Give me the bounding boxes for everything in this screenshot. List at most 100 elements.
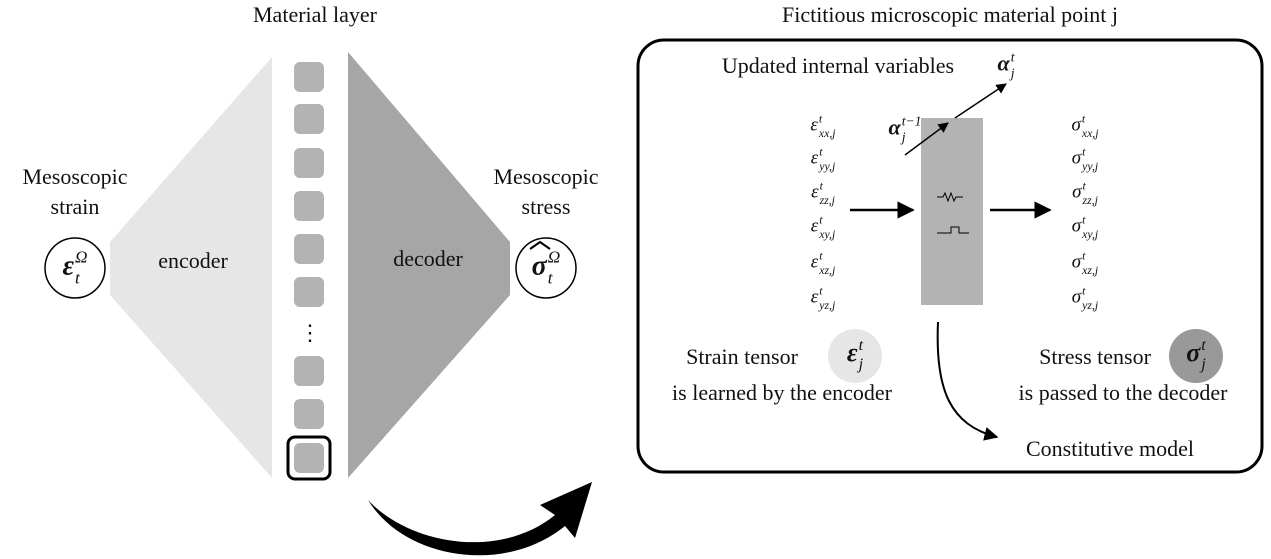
- math-symbol: α tj: [998, 49, 1016, 80]
- math-symbol: σ tzz,j: [1072, 180, 1098, 207]
- model-arrow: [936, 321, 999, 441]
- strain-tensor-circle: [828, 329, 882, 383]
- symbol-base: σ: [1072, 287, 1082, 308]
- symbol-base: ε: [847, 338, 858, 367]
- strain-tensor-label: Strain tensor: [686, 344, 798, 369]
- symbol-sub: t: [548, 268, 554, 287]
- alpha-in-arrow: [904, 122, 949, 156]
- math-symbol: σ txx,j: [1071, 113, 1098, 140]
- symbol-base: σ: [532, 250, 548, 281]
- math-symbol: ε txz,j: [811, 250, 836, 277]
- symbol-sub: yz,j: [818, 299, 835, 312]
- math-symbol: ε tyz,j: [811, 285, 836, 312]
- latent-cell: [294, 148, 324, 178]
- math-symbol: σ txz,j: [1072, 250, 1098, 277]
- symbol-sub: j: [857, 356, 864, 373]
- symbol-sub: j: [900, 130, 906, 145]
- math-symbol: ε txy,j: [811, 214, 836, 241]
- symbol-sub: yy,j: [818, 160, 835, 173]
- encoder-label: encoder: [158, 248, 228, 273]
- symbol-sub: xz,j: [818, 264, 835, 277]
- stress-tensor-circle: [1169, 329, 1223, 383]
- symbol-sup: t: [1082, 146, 1086, 159]
- symbol-sup: t: [819, 214, 823, 227]
- latent-cells: [294, 62, 324, 473]
- stress-circle: [515, 237, 577, 299]
- symbol-sup: t: [819, 113, 823, 126]
- symbol-sub: j: [1199, 356, 1206, 373]
- symbol-sup: t: [820, 180, 824, 193]
- math-symbol: ε Ωt: [62, 248, 87, 288]
- math-symbol: σ Ωt: [532, 248, 561, 288]
- symbol-base: ε: [811, 252, 819, 273]
- alpha-out-arrow: [954, 83, 1007, 119]
- input-label: Mesoscopic: [22, 164, 127, 189]
- decoder-label: decoder: [393, 246, 463, 271]
- symbol-base: ε: [811, 148, 819, 169]
- math-symbol: ε tyy,j: [811, 146, 836, 173]
- symbol-sup: t: [1082, 285, 1086, 298]
- ellipsis: ⋮: [299, 320, 321, 345]
- symbol-sub: t: [75, 268, 81, 287]
- symbol-base: σ: [1072, 252, 1082, 273]
- symbol-base: σ: [1072, 148, 1082, 169]
- stress-tensor-label: Stress tensor: [1039, 344, 1152, 369]
- latent-cell: [294, 234, 324, 264]
- strain-circle: [44, 237, 106, 299]
- symbol-sup: Ω: [75, 248, 88, 267]
- symbol-sup: Ω: [548, 248, 561, 267]
- stress-tensor-note: is passed to the decoder: [1019, 380, 1229, 405]
- symbol-sup: t−1: [902, 113, 922, 128]
- symbol-sup: t: [859, 337, 864, 354]
- latent-cell: [294, 356, 324, 386]
- box-title: Fictitious microscopic material point j: [782, 2, 1118, 27]
- output-label: stress: [522, 194, 571, 219]
- symbol-base: ε: [811, 182, 819, 203]
- symbol-sup: t: [819, 285, 823, 298]
- math-symbol: α t−1 j: [889, 113, 922, 144]
- latent-cell: [294, 191, 324, 221]
- math-symbol: σ tyz,j: [1072, 285, 1098, 312]
- material-point-box: [636, 38, 1264, 474]
- slider-icon: [937, 226, 969, 234]
- symbol-sub: zz,j: [1082, 194, 1098, 207]
- symbol-sub: xz,j: [1081, 264, 1098, 277]
- hat: [529, 240, 551, 250]
- math-symbol: σ tyy,j: [1072, 146, 1098, 173]
- selected-cell: [286, 435, 332, 481]
- symbol-base: ε: [811, 287, 819, 308]
- symbol-sup: t: [1082, 214, 1086, 227]
- symbol-base: ε: [811, 216, 819, 237]
- material-layer-title: Material layer: [253, 2, 378, 27]
- symbol-sup: t: [1201, 337, 1206, 354]
- math-symbol: ε tj: [847, 337, 864, 373]
- latent-cell: [294, 277, 324, 307]
- latent-cell: [294, 399, 324, 429]
- symbol-sub: xy,j: [1081, 228, 1098, 241]
- symbol-sup: t: [1082, 250, 1086, 263]
- math-symbol: σ tj: [1186, 337, 1206, 373]
- latent-cell: [294, 62, 324, 92]
- symbol-base: ε: [62, 250, 74, 281]
- math-symbol: ε tzz,j: [811, 180, 835, 207]
- math-symbol: ε txx,j: [810, 113, 835, 140]
- symbol-sub: yy,j: [1081, 160, 1098, 173]
- latent-cell: [294, 104, 324, 134]
- strain-tensor-note: is learned by the encoder: [672, 380, 893, 405]
- latent-cell: [294, 443, 324, 473]
- symbol-sub: yz,j: [1081, 299, 1098, 312]
- symbol-sup: t: [1083, 180, 1087, 193]
- symbol-sub: zz,j: [819, 194, 835, 207]
- symbol-sub: xy,j: [818, 228, 835, 241]
- encoder-shape: [110, 57, 272, 478]
- symbol-base: σ: [1072, 182, 1082, 203]
- output-label: Mesoscopic: [493, 164, 598, 189]
- symbol-sup: t: [1082, 113, 1086, 126]
- updated-label: Updated internal variables: [722, 53, 954, 78]
- curved-arrow: [368, 482, 592, 556]
- symbol-sup: t: [819, 250, 823, 263]
- symbol-base: α: [998, 51, 1011, 76]
- symbol-sup: t: [1011, 49, 1016, 64]
- decoder-shape: [348, 52, 510, 478]
